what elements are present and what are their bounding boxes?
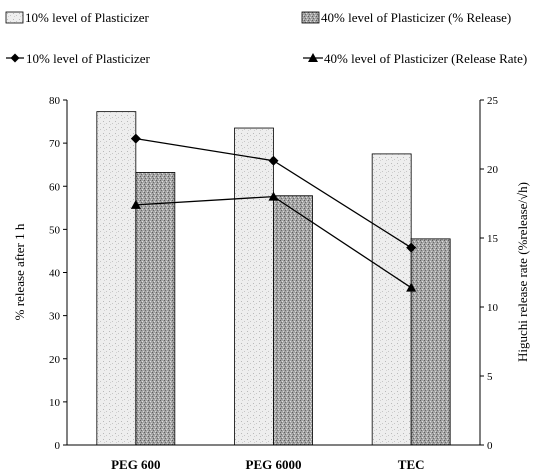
bars-layer (96, 111, 451, 446)
legend-diamond-marker (10, 53, 20, 63)
y-tick-label: 10 (49, 397, 61, 409)
y2-tick-label: 20 (487, 164, 499, 176)
diamond-marker (130, 133, 141, 144)
bar-light (96, 111, 137, 446)
legend-item-line-10: 10% level of Plasticizer (6, 51, 150, 66)
y2-tick-label: 10 (487, 302, 499, 314)
legend-label: 40% level of Plasticizer (% Release) (321, 10, 511, 25)
legend-label: 10% level of Plasticizer (25, 10, 149, 25)
y2-tick-label: 25 (487, 95, 499, 107)
y2-tick-label: 15 (487, 233, 499, 245)
bar-light (234, 127, 274, 446)
legend-item-line-40: 40% level of Plasticizer (Release Rate) (303, 51, 527, 66)
bar-light (371, 153, 412, 446)
y2-tick-label: 5 (487, 371, 493, 383)
y-tick-label: 80 (49, 95, 61, 107)
bar-dark (273, 195, 313, 446)
y-tick-label: 30 (49, 311, 61, 323)
legend-item-bar-10: 10% level of Plasticizer (5, 10, 149, 25)
y2-axis-label: Higuchi release rate (%release/√h) (515, 182, 530, 362)
y-axis-label: % release after 1 h (12, 223, 27, 320)
triangle-marker (406, 282, 417, 292)
triangle-marker (268, 191, 279, 201)
legend-label: 40% level of Plasticizer (Release Rate) (324, 51, 527, 66)
legend: 10% level of Plasticizer 40% level of Pl… (5, 10, 527, 66)
legend-triangle-marker (308, 53, 318, 62)
triangle-marker (130, 199, 141, 209)
y-tick-label: 40 (49, 268, 61, 280)
y-tick-label: 70 (49, 138, 61, 150)
legend-label: 10% level of Plasticizer (26, 51, 150, 66)
bar-dark (410, 238, 451, 446)
ticks-layer: PEG 600 PEG 6000 TEC 0 10 20 30 40 50 60 70 80 0 5 10 1… (49, 95, 499, 472)
legend-item-bar-40: 40% level of Plasticizer (% Release) (301, 10, 511, 25)
y-tick-label: 50 (49, 224, 61, 236)
diamond-marker (406, 242, 417, 253)
lines-layer (130, 133, 417, 292)
x-tick-label: PEG 6000 (246, 457, 302, 472)
y-tick-label: 0 (55, 440, 61, 452)
legend-swatch-dark (301, 11, 320, 24)
y-tick-label: 20 (49, 354, 61, 366)
y-tick-label: 60 (49, 181, 61, 193)
x-tick-label: TEC (398, 457, 425, 472)
y2-tick-label: 0 (487, 440, 493, 452)
legend-swatch-light (5, 11, 24, 24)
bar-dark (135, 172, 176, 446)
x-tick-label: PEG 600 (111, 457, 160, 472)
diamond-marker (268, 155, 279, 166)
